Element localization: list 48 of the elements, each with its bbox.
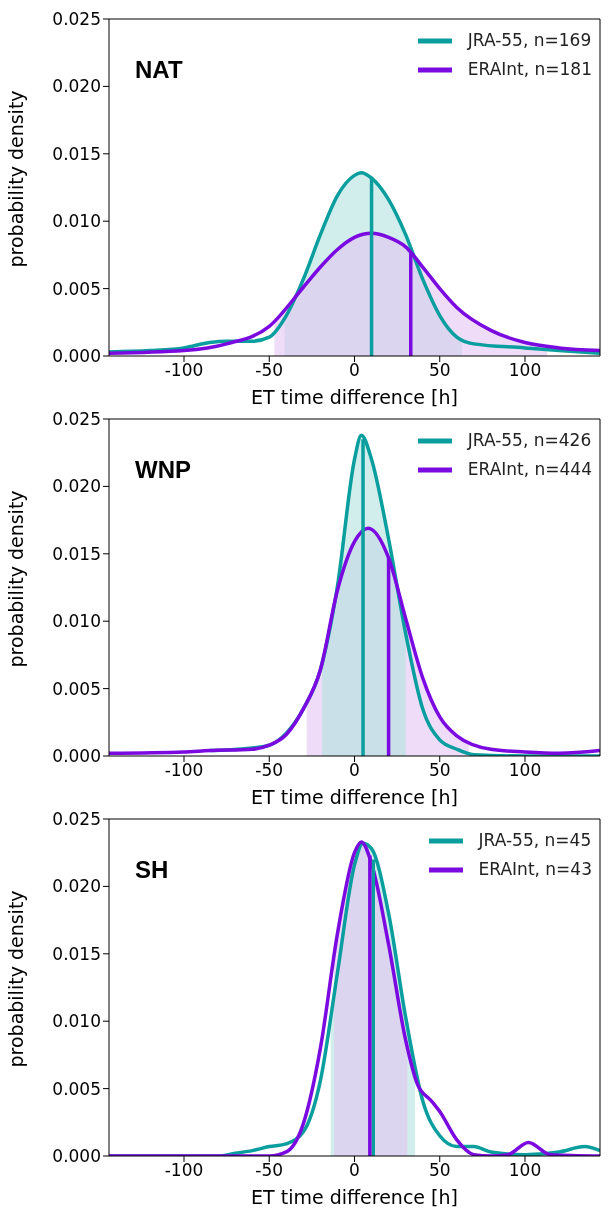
legend-label: JRA-55, n=426 (467, 429, 592, 452)
x-axis-title: ET time difference [h] (251, 1186, 458, 1208)
text: SH (135, 856, 169, 884)
x-tick-label: -50 (255, 1160, 284, 1181)
text: WNP (135, 456, 191, 484)
y-tick-label: 0.020 (52, 876, 101, 897)
y-tick-label: 0.015 (52, 943, 101, 964)
y-tick-label: 0.010 (52, 1011, 101, 1032)
legend-label: JRA-55, n=45 (478, 829, 592, 852)
x-tick-label: 50 (428, 360, 451, 381)
y-tick-label: 0.010 (52, 611, 101, 632)
y-tick-label: 0.005 (52, 278, 101, 299)
y-axis-title: probability density (4, 490, 27, 668)
y-tick-label: 0.015 (52, 143, 101, 164)
x-tick-label: -100 (164, 360, 204, 381)
y-tick-label: 0.005 (52, 678, 101, 699)
x-tick-label: 100 (508, 1160, 542, 1181)
x-tick-label: 50 (428, 760, 451, 781)
text: NAT (135, 56, 183, 84)
y-tick-label: 0.025 (52, 9, 101, 30)
y-axis-title: probability density (4, 90, 27, 268)
x-axis-title: ET time difference [h] (251, 386, 458, 408)
x-axis-title: ET time difference [h] (251, 786, 458, 808)
y-tick-label: 0.010 (52, 211, 101, 232)
y-tick-label: 0.020 (52, 76, 101, 97)
y-tick-label: 0.000 (52, 746, 101, 767)
y-tick-label: 0.000 (52, 346, 101, 367)
x-tick-label: -50 (255, 360, 284, 381)
legend-label: ERAInt, n=43 (478, 858, 592, 881)
x-tick-label: 100 (508, 760, 542, 781)
y-axis-title: probability density (4, 890, 27, 1068)
y-tick-label: 0.000 (52, 1146, 101, 1167)
y-tick-label: 0.025 (52, 409, 101, 430)
y-tick-label: 0.020 (52, 476, 101, 497)
x-tick-label: 0 (349, 760, 360, 781)
x-tick-label: -50 (255, 760, 284, 781)
y-tick-label: 0.015 (52, 543, 101, 564)
x-tick-label: -100 (164, 1160, 204, 1181)
x-tick-label: 50 (428, 1160, 451, 1181)
x-tick-label: 100 (508, 360, 542, 381)
y-tick-label: 0.005 (52, 1078, 101, 1099)
x-tick-label: 0 (349, 360, 360, 381)
x-tick-label: -100 (164, 760, 204, 781)
legend-label: JRA-55, n=169 (467, 29, 592, 52)
legend-label: ERAInt, n=181 (467, 58, 592, 81)
y-tick-label: 0.025 (52, 809, 101, 830)
x-tick-label: 0 (349, 1160, 360, 1181)
legend-label: ERAInt, n=444 (467, 458, 592, 481)
